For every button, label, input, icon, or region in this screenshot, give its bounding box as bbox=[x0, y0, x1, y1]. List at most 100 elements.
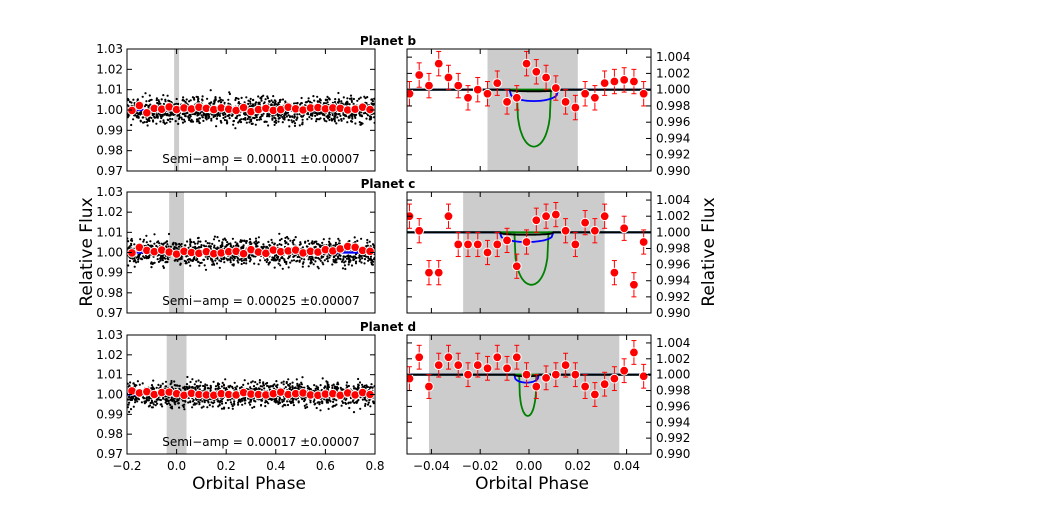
photometry-point bbox=[328, 98, 331, 101]
photometry-point bbox=[183, 403, 186, 406]
photometry-point bbox=[222, 407, 226, 410]
photometry-point bbox=[150, 116, 153, 120]
photometry-point bbox=[278, 259, 281, 262]
photometry-point bbox=[365, 399, 368, 402]
photometry-point bbox=[147, 105, 150, 108]
photometry-point bbox=[274, 101, 277, 104]
photometry-point bbox=[231, 237, 234, 240]
photometry-point bbox=[260, 388, 263, 391]
photometry-point bbox=[162, 102, 165, 106]
photometry-point bbox=[156, 402, 159, 405]
binned-point bbox=[589, 92, 600, 103]
photometry-point bbox=[353, 236, 356, 239]
planet-b-zoom-panel: 0.990 0.992 0.994 0.996 0.998 1.000 1.002 1.004 bbox=[406, 48, 690, 178]
photometry-point bbox=[346, 97, 349, 100]
photometry-point bbox=[188, 116, 191, 119]
photometry-point bbox=[239, 240, 242, 243]
photometry-point bbox=[151, 387, 154, 390]
photometry-point bbox=[164, 98, 167, 101]
photometry-point bbox=[252, 385, 256, 388]
photometry-point bbox=[242, 244, 245, 247]
photometry-point bbox=[156, 398, 159, 401]
photometry-point bbox=[325, 401, 328, 404]
photometry-point bbox=[281, 98, 285, 101]
y-tick-label: 1.004 bbox=[656, 193, 690, 207]
photometry-point bbox=[175, 400, 178, 403]
planet-b-full-plot-area bbox=[127, 49, 375, 171]
photometry-point bbox=[220, 407, 224, 410]
photometry-point bbox=[284, 386, 287, 389]
photometry-point bbox=[287, 114, 290, 117]
photometry-point bbox=[338, 239, 341, 242]
photometry-point bbox=[174, 120, 177, 123]
photometry-point bbox=[298, 260, 301, 263]
photometry-point bbox=[219, 98, 222, 101]
photometry-point bbox=[128, 398, 131, 401]
photometry-point bbox=[273, 116, 276, 119]
semi-amp-annotation: Semi−amp = 0.00017 ±0.00007 bbox=[162, 435, 360, 449]
photometry-point bbox=[130, 237, 133, 241]
photometry-point bbox=[266, 258, 269, 261]
photometry-point bbox=[358, 254, 361, 257]
photometry-point bbox=[332, 400, 335, 403]
photometry-point bbox=[170, 405, 173, 408]
photometry-point bbox=[208, 242, 211, 245]
photometry-point bbox=[278, 239, 282, 242]
photometry-point bbox=[328, 115, 331, 119]
photometry-point bbox=[191, 406, 194, 409]
photometry-point bbox=[216, 236, 219, 239]
photometry-point bbox=[284, 404, 287, 407]
photometry-point bbox=[221, 112, 224, 115]
photometry-point bbox=[287, 266, 290, 269]
binned-point bbox=[560, 360, 571, 371]
photometry-point bbox=[244, 402, 247, 405]
photometry-point bbox=[224, 401, 227, 405]
photometry-point bbox=[321, 377, 324, 380]
photometry-point bbox=[226, 399, 229, 402]
photometry-point bbox=[349, 255, 352, 258]
photometry-point bbox=[251, 254, 254, 257]
photometry-point bbox=[160, 242, 163, 245]
photometry-point bbox=[323, 259, 326, 262]
binned-point bbox=[482, 363, 493, 374]
photometry-point bbox=[300, 115, 303, 118]
photometry-point bbox=[212, 102, 215, 106]
y-tick-label: 1.03 bbox=[96, 185, 123, 199]
photometry-point bbox=[160, 98, 163, 101]
photometry-point bbox=[221, 381, 224, 384]
photometry-point bbox=[323, 117, 326, 120]
photometry-point bbox=[361, 398, 364, 401]
photometry-point bbox=[207, 387, 210, 390]
photometry-point bbox=[223, 101, 226, 104]
photometry-point bbox=[163, 113, 166, 116]
photometry-point bbox=[220, 385, 223, 388]
photometry-point bbox=[278, 232, 281, 235]
photometry-point bbox=[153, 242, 156, 245]
photometry-point bbox=[316, 112, 319, 115]
photometry-point bbox=[353, 115, 356, 118]
photometry-point bbox=[164, 385, 168, 388]
photometry-point bbox=[144, 92, 147, 95]
photometry-point bbox=[370, 383, 373, 386]
photometry-point bbox=[274, 259, 277, 262]
photometry-point bbox=[161, 405, 164, 408]
photometry-point bbox=[218, 259, 221, 262]
photometry-point bbox=[323, 102, 326, 105]
photometry-point bbox=[335, 122, 338, 125]
photometry-point bbox=[317, 401, 320, 404]
photometry-point bbox=[206, 97, 209, 100]
photometry-point bbox=[292, 259, 296, 262]
photometry-point bbox=[315, 120, 318, 123]
photometry-point bbox=[349, 259, 352, 262]
photometry-point bbox=[244, 116, 247, 120]
photometry-point bbox=[216, 400, 219, 403]
photometry-point bbox=[139, 238, 142, 241]
photometry-point bbox=[277, 120, 280, 123]
photometry-point bbox=[328, 399, 331, 402]
photometry-point bbox=[134, 401, 137, 404]
photometry-point bbox=[207, 113, 210, 116]
binned-point bbox=[609, 267, 620, 278]
photometry-point bbox=[200, 244, 203, 247]
photometry-point bbox=[319, 244, 323, 247]
